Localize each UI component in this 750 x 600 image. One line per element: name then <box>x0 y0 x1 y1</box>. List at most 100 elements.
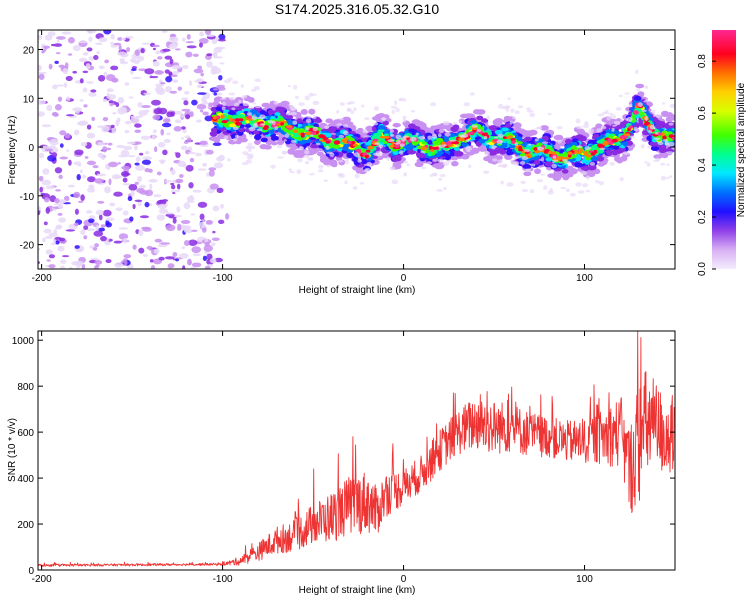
ridge-blob <box>341 116 351 123</box>
haze-blob <box>629 103 633 107</box>
ridge-blob <box>476 109 486 115</box>
noise-blob <box>138 109 148 116</box>
noise-blob <box>144 189 154 197</box>
noise-blob <box>38 73 45 81</box>
noise-blob <box>111 77 119 83</box>
noise-blob <box>137 55 145 62</box>
noise-blob <box>185 114 191 120</box>
noise-blob <box>88 218 95 223</box>
haze-blob <box>232 137 238 142</box>
noise-blob <box>80 194 85 202</box>
ridge-blob <box>214 96 223 102</box>
haze-blob <box>636 88 640 92</box>
noise-blob <box>80 229 86 235</box>
haze-blob <box>418 135 426 140</box>
haze-blob <box>297 157 303 163</box>
noise-blob <box>56 84 65 87</box>
haze-blob <box>439 174 446 178</box>
haze-blob <box>288 168 293 172</box>
noise-blob <box>38 111 45 117</box>
ridge-blob <box>489 149 498 155</box>
noise-blob <box>118 154 128 158</box>
spectrogram-xtick-label: -100 <box>213 273 233 284</box>
noise-blob <box>133 141 142 145</box>
haze-blob <box>228 92 236 96</box>
haze-blob <box>271 120 276 126</box>
haze-blob <box>400 136 407 142</box>
haze-blob <box>521 155 529 161</box>
noise-blob <box>74 245 80 249</box>
noise-blob <box>217 219 225 225</box>
noise-blob <box>59 259 67 264</box>
ridge-blob <box>394 163 402 170</box>
noise-blob <box>185 51 193 58</box>
noise-blob <box>181 65 189 69</box>
haze-blob <box>449 139 457 142</box>
noise-blob <box>139 215 150 219</box>
haze-blob <box>613 120 621 125</box>
noise-blob <box>55 226 62 230</box>
noise-blob <box>153 248 160 254</box>
ridge-blob <box>611 144 620 150</box>
haze-blob <box>336 110 340 114</box>
haze-blob <box>274 140 278 143</box>
haze-blob <box>257 116 262 120</box>
noise-blob <box>122 183 132 186</box>
noise-blob <box>104 186 111 194</box>
ridge-blob <box>518 148 524 152</box>
noise-blob <box>77 248 83 252</box>
ridge-blob <box>305 131 312 136</box>
colorbar-gradient <box>712 30 736 269</box>
noise-blob <box>88 92 97 97</box>
ridge-blob <box>646 135 653 142</box>
noise-blob <box>42 237 46 243</box>
snr-ytick-label: 400 <box>17 474 34 485</box>
noise-blob <box>171 64 182 70</box>
haze-blob <box>438 128 445 133</box>
noise-blob <box>61 31 72 35</box>
haze-blob <box>465 146 472 151</box>
noise-blob <box>125 36 134 39</box>
noise-blob <box>152 60 160 67</box>
noise-blob <box>106 88 114 93</box>
noise-blob <box>56 39 60 43</box>
noise-blob <box>149 259 154 263</box>
noise-blob <box>203 244 213 252</box>
noise-blob <box>119 106 128 113</box>
noise-blob <box>122 210 129 216</box>
noise-blob <box>137 175 143 183</box>
noise-blob <box>38 205 41 211</box>
noise-blob <box>152 47 157 51</box>
noise-blob <box>190 213 196 216</box>
ridge-blob <box>623 133 631 137</box>
haze-blob <box>654 132 659 135</box>
noise-blob <box>183 202 191 210</box>
ridge-blob <box>244 124 252 128</box>
haze-blob <box>246 155 253 160</box>
haze-blob <box>241 94 248 99</box>
snr-xtick-label: 0 <box>401 574 407 585</box>
noise-blob <box>173 214 182 218</box>
ridge-blob <box>453 146 461 151</box>
noise-blob <box>52 84 58 90</box>
ridge-blob <box>561 169 569 174</box>
noise-blob <box>86 81 94 84</box>
haze-blob <box>289 171 296 174</box>
noise-blob <box>213 162 224 169</box>
ridge-blob <box>501 127 509 132</box>
haze-blob <box>427 135 433 140</box>
ridge-blob <box>502 136 507 140</box>
noise-blob <box>199 109 204 113</box>
haze-blob <box>337 159 344 163</box>
noise-blob <box>206 61 213 68</box>
noise-blob <box>45 235 53 239</box>
noise-blob <box>212 88 220 91</box>
haze-blob <box>326 164 331 168</box>
noise-blob <box>94 260 103 265</box>
ridge-blob <box>533 159 540 165</box>
noise-blob <box>186 137 192 143</box>
ridge-blob <box>366 145 374 150</box>
noise-blob <box>188 80 193 87</box>
ridge-blob <box>622 141 628 147</box>
snr-ytick-label: 200 <box>17 520 34 531</box>
